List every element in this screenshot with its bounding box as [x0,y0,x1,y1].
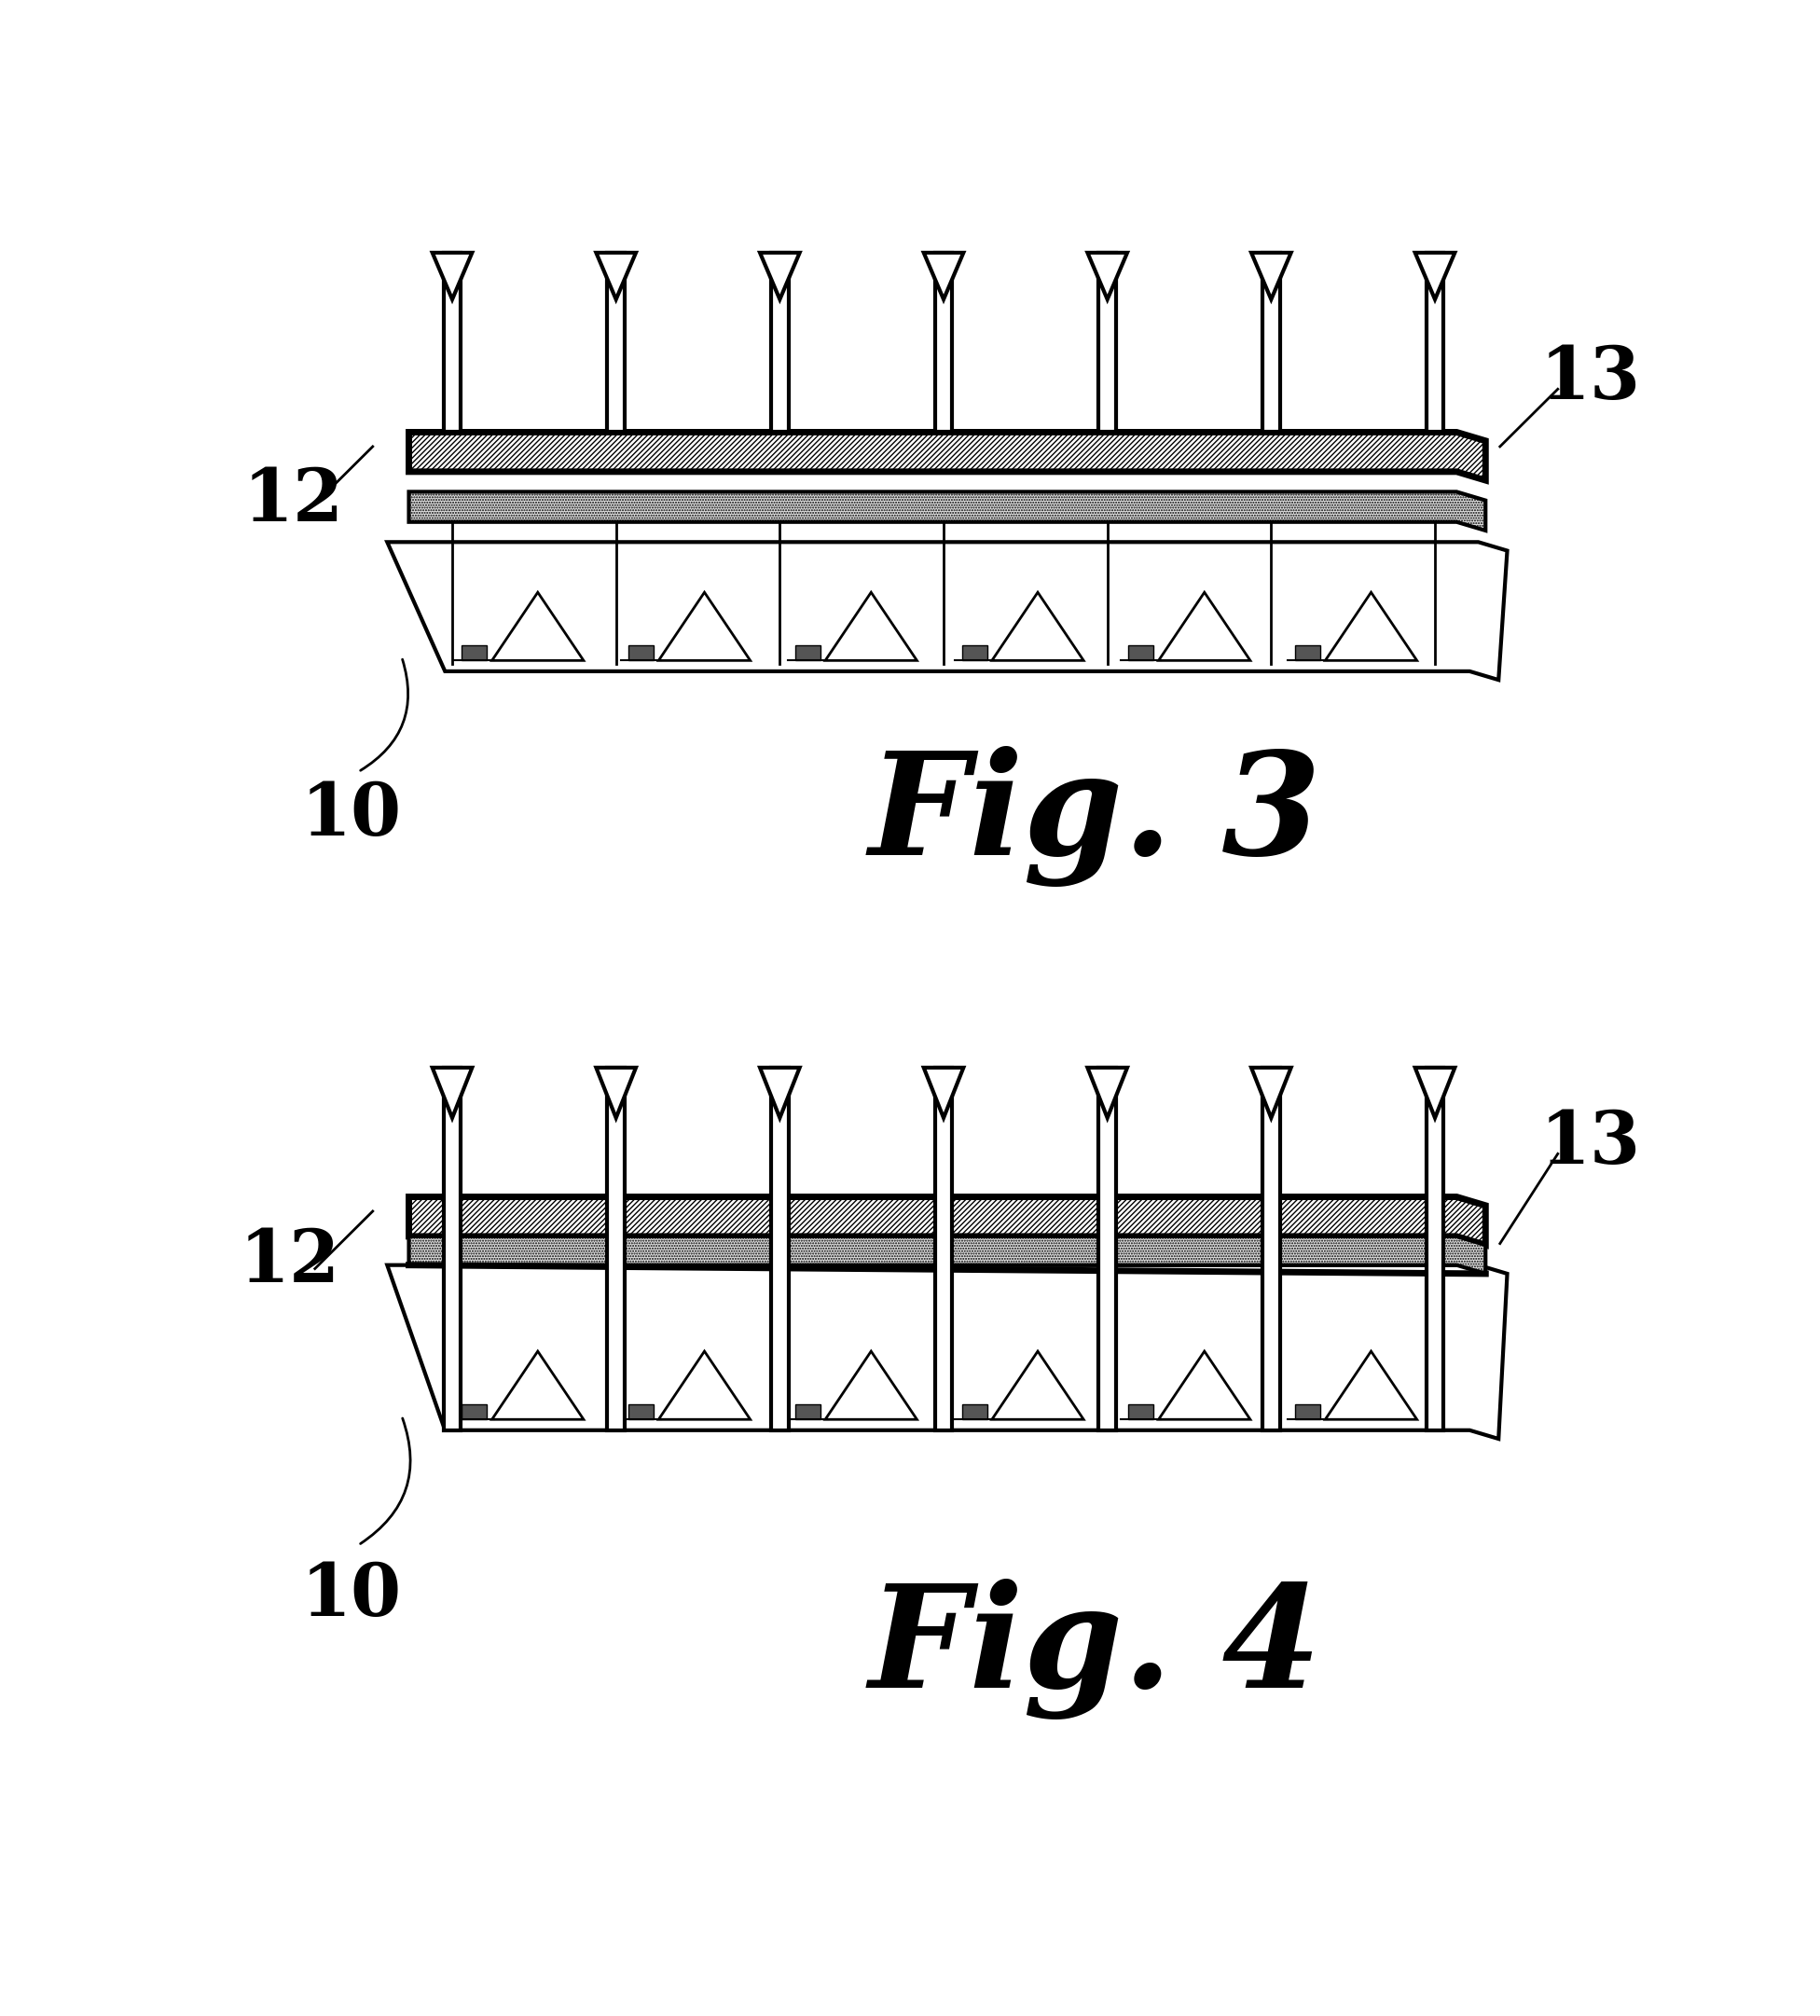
Bar [608,1068,624,1429]
Bar [628,645,653,661]
Bar [628,1405,653,1419]
Bar [1296,645,1319,661]
Text: 12: 12 [242,466,344,536]
Bar [462,645,488,661]
Bar [444,1068,460,1429]
Bar [608,252,624,431]
Bar [1263,1068,1279,1429]
Polygon shape [409,431,1485,480]
Polygon shape [1325,593,1418,661]
Bar [795,1405,821,1419]
Bar [1263,252,1279,431]
Text: Fig. 3: Fig. 3 [868,746,1321,887]
Text: 12: 12 [238,1226,340,1296]
Polygon shape [659,1351,750,1419]
Polygon shape [1252,1068,1290,1119]
Text: 13: 13 [1540,343,1640,413]
Polygon shape [1159,593,1250,661]
Polygon shape [824,593,917,661]
Bar [1099,252,1116,431]
Polygon shape [597,252,635,298]
Polygon shape [992,1351,1083,1419]
Polygon shape [925,1068,963,1119]
Polygon shape [925,252,963,298]
Polygon shape [433,252,471,298]
Polygon shape [491,1351,584,1419]
Bar [772,1068,788,1429]
Polygon shape [1325,1351,1418,1419]
Polygon shape [1088,252,1127,298]
Text: 13: 13 [1540,1107,1640,1179]
Text: 10: 10 [300,1560,402,1631]
Polygon shape [409,1198,1485,1246]
Polygon shape [659,593,750,661]
Polygon shape [761,1068,799,1119]
Polygon shape [597,1068,635,1119]
Polygon shape [1416,252,1454,298]
Text: 10: 10 [300,780,402,851]
Bar [1296,1405,1319,1419]
Polygon shape [1159,1351,1250,1419]
Text: Fig. 4: Fig. 4 [868,1579,1321,1720]
Bar [795,645,821,661]
Polygon shape [388,542,1507,679]
Bar [1427,252,1443,431]
Bar [963,645,986,661]
Bar [444,252,460,431]
Polygon shape [1416,1068,1454,1119]
Bar [1128,1405,1154,1419]
Polygon shape [1252,252,1290,298]
Bar [935,252,952,431]
Bar [1099,1068,1116,1429]
Bar [462,1405,488,1419]
Polygon shape [409,492,1485,530]
Bar [772,252,788,431]
Polygon shape [761,252,799,298]
Polygon shape [992,593,1083,661]
Polygon shape [491,593,584,661]
Polygon shape [388,1266,1507,1439]
Bar [935,1068,952,1429]
Polygon shape [433,1068,471,1119]
Bar [1427,1068,1443,1429]
Polygon shape [1088,1068,1127,1119]
Bar [963,1405,986,1419]
Bar [1128,645,1154,661]
Polygon shape [409,1236,1485,1274]
Polygon shape [824,1351,917,1419]
